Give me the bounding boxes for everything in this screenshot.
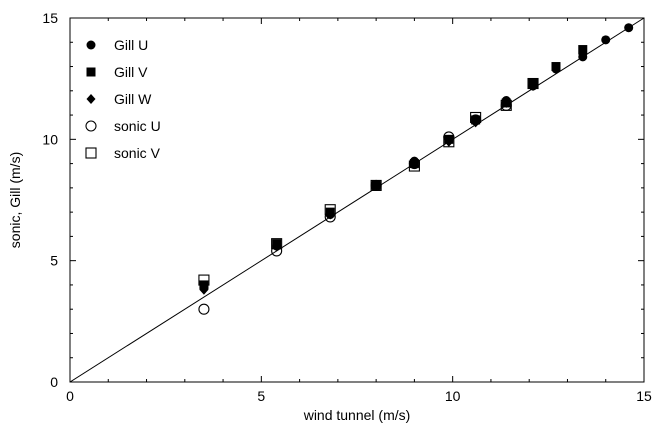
- series-gill-v: [199, 45, 588, 290]
- legend-label: Gill W: [114, 91, 152, 107]
- axis-tick-labels: 0 5 10 15 0 5 10 15: [42, 10, 652, 404]
- legend-marker: [85, 120, 97, 132]
- x-tick-label: 5: [257, 388, 265, 404]
- data-point: [199, 284, 209, 295]
- data-point: [527, 77, 539, 90]
- y-tick-label: 10: [42, 131, 58, 147]
- data-point: [470, 111, 482, 124]
- legend: Gill U Gill V Gill W sonic U sonic V: [85, 37, 161, 161]
- reference-line-layer: [69, 17, 645, 383]
- data-point: [578, 49, 588, 60]
- axis-ticks: [69, 17, 645, 383]
- x-axis-title: wind tunnel (m/s): [303, 407, 411, 423]
- data-point: [500, 99, 512, 111]
- legend-marker: [86, 94, 96, 104]
- series-gill-u: [199, 23, 634, 292]
- x-tick-label: 10: [445, 388, 461, 404]
- series-gill-w: [199, 49, 588, 295]
- x-tick-label: 0: [66, 388, 74, 404]
- plot-border: [69, 17, 645, 383]
- legend-label: Gill U: [114, 37, 148, 53]
- y-tick-label: 15: [42, 10, 58, 26]
- y-tick-label: 0: [50, 374, 58, 390]
- legend-label: sonic V: [114, 145, 161, 161]
- data-point: [370, 179, 382, 191]
- y-axis-title: sonic, Gill (m/s): [7, 152, 23, 248]
- data-points: [198, 23, 634, 315]
- data-point: [443, 136, 455, 148]
- legend-marker: [86, 67, 96, 77]
- legend-marker: [85, 147, 97, 159]
- series-sonic-v: [198, 77, 539, 286]
- identity-line: [69, 17, 645, 383]
- data-point: [371, 180, 381, 191]
- data-point: [551, 63, 561, 74]
- legend-label: sonic U: [114, 118, 161, 134]
- data-point: [198, 303, 210, 315]
- legend-marker: [86, 40, 96, 50]
- data-point: [271, 238, 283, 250]
- data-point: [198, 274, 210, 286]
- data-point: [271, 245, 283, 257]
- data-point: [324, 211, 336, 223]
- x-tick-label: 15: [636, 388, 652, 404]
- data-point: [601, 35, 611, 45]
- data-point: [324, 204, 336, 216]
- y-tick-label: 5: [50, 253, 58, 269]
- plot-frame: [69, 17, 645, 383]
- legend-label: Gill V: [114, 64, 148, 80]
- data-point: [624, 23, 634, 33]
- data-point: [408, 160, 420, 172]
